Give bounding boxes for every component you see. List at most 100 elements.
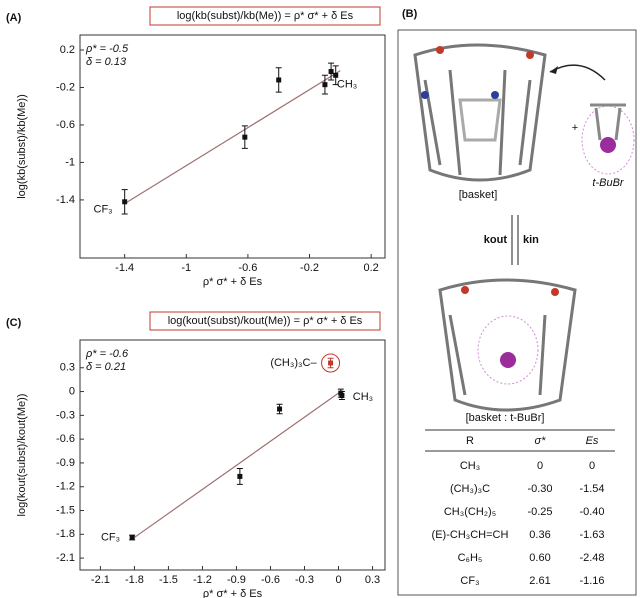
arrowhead xyxy=(550,66,558,74)
fit-line xyxy=(132,392,341,540)
table-cell: -0.30 xyxy=(527,483,552,495)
point-label: CF₃ xyxy=(101,531,120,543)
x-axis-label: ρ* σ* + δ Es xyxy=(203,276,263,288)
y-tick-label: -1.2 xyxy=(56,481,75,493)
y-tick-label: -1 xyxy=(65,156,75,168)
point-label: CH₃ xyxy=(353,391,373,403)
x-axis-label: ρ* σ* + δ Es xyxy=(203,588,263,598)
rho-annotation: ρ* = -0.6 xyxy=(85,348,129,360)
point xyxy=(328,361,333,366)
y-tick-label: 0.3 xyxy=(60,362,75,374)
y-tick-label: 0.2 xyxy=(60,44,75,56)
point xyxy=(242,135,247,140)
x-tick-label: -0.2 xyxy=(300,262,319,274)
k-in-label: kin xyxy=(523,234,539,246)
y-tick-label: -1.5 xyxy=(56,504,75,516)
plus: + xyxy=(572,122,578,134)
table-cell: 0 xyxy=(537,460,543,472)
x-tick-label: -1.4 xyxy=(115,262,134,274)
y-tick-label: -1.4 xyxy=(56,194,75,206)
atom xyxy=(526,51,534,59)
chart-title: log(kb(subst)/kb(Me)) = ρ* σ* + δ Es xyxy=(177,10,354,22)
point xyxy=(333,73,338,78)
y-tick-label: -0.2 xyxy=(56,81,75,93)
table-header: σ* xyxy=(535,435,547,447)
fit-line xyxy=(125,71,341,204)
x-tick-label: -2.1 xyxy=(91,574,110,586)
table-cell: -0.25 xyxy=(527,506,552,518)
y-axis-label: log(kout(subst)/kout(Me)) xyxy=(16,394,28,517)
point-label: (CH₃)₃C– xyxy=(270,357,317,369)
chart-title: log(kout(subst)/kout(Me)) = ρ* σ* + δ Es xyxy=(168,315,363,327)
x-tick-label: -0.6 xyxy=(261,574,280,586)
figure: (B) + t-BuBr [basket] kout kin [basket :… xyxy=(0,0,640,598)
x-tick-label: -0.3 xyxy=(295,574,314,586)
basket-model xyxy=(415,45,545,180)
x-tick-label: -0.6 xyxy=(238,262,257,274)
table-cell: -1.54 xyxy=(579,483,604,495)
table-cell: 2.61 xyxy=(529,575,550,587)
delta-annotation: δ = 0.13 xyxy=(86,56,127,68)
table-header: R xyxy=(466,435,474,447)
x-tick-label: -1.5 xyxy=(159,574,178,586)
table-cell: -2.48 xyxy=(579,552,604,564)
point xyxy=(339,393,344,398)
plot-frame xyxy=(80,340,385,570)
k-out-label: kout xyxy=(484,234,508,246)
x-tick-label: 0.3 xyxy=(365,574,380,586)
atom xyxy=(436,46,444,54)
table-cell: -1.63 xyxy=(579,529,604,541)
table-cell: C₆H₅ xyxy=(458,552,483,564)
guest-model xyxy=(582,105,634,174)
arrow xyxy=(550,65,605,80)
host-label: [basket] xyxy=(459,189,498,201)
plot-frame xyxy=(80,35,385,258)
y-tick-label: -1.8 xyxy=(56,528,75,540)
table-cell: 0.36 xyxy=(529,529,550,541)
atom xyxy=(461,286,469,294)
point xyxy=(130,535,135,540)
panel-label: (B) xyxy=(402,8,418,20)
table-header: Es xyxy=(586,435,599,447)
guest-label: t-BuBr xyxy=(592,177,625,189)
y-tick-label: -0.9 xyxy=(56,457,75,469)
point-label: CH₃ xyxy=(337,79,357,91)
point xyxy=(277,407,282,412)
table-cell: (E)-CH₃CH=CH xyxy=(432,529,509,541)
y-tick-label: -0.6 xyxy=(56,433,75,445)
table-cell: -0.40 xyxy=(579,506,604,518)
y-tick-label: -0.3 xyxy=(56,409,75,421)
rho-annotation: ρ* = -0.5 xyxy=(85,43,129,55)
x-tick-label: -0.9 xyxy=(227,574,246,586)
panel-label: (C) xyxy=(6,317,22,329)
x-tick-label: 0 xyxy=(335,574,341,586)
table-cell: CF₃ xyxy=(460,575,479,587)
point xyxy=(122,199,127,204)
x-tick-label: -1.2 xyxy=(193,574,212,586)
y-tick-label: 0 xyxy=(69,385,75,397)
panel-label: (A) xyxy=(6,12,22,24)
atom xyxy=(491,91,499,99)
x-tick-label: 0.2 xyxy=(363,262,378,274)
table-cell: (CH₃)₃C xyxy=(450,483,490,495)
table-cell: CH₃(CH₂)₅ xyxy=(444,506,496,518)
y-axis-label: log(kb(subst)/kb(Me)) xyxy=(16,94,28,199)
table-cell: 0.60 xyxy=(529,552,550,564)
x-tick-label: -1.8 xyxy=(125,574,144,586)
atom xyxy=(551,288,559,296)
complex-model xyxy=(440,280,575,410)
point-label: CF₃ xyxy=(94,204,113,216)
point xyxy=(276,77,281,82)
point xyxy=(322,82,327,87)
y-tick-label: -0.6 xyxy=(56,119,75,131)
point xyxy=(329,69,334,74)
complex-label: [basket : t-BuBr] xyxy=(466,412,545,424)
table-cell: -1.16 xyxy=(579,575,604,587)
delta-annotation: δ = 0.21 xyxy=(86,361,126,373)
point xyxy=(237,474,242,479)
table-cell: 0 xyxy=(589,460,595,472)
atom xyxy=(500,352,516,368)
table-cell: CH₃ xyxy=(460,460,480,472)
x-tick-label: -1 xyxy=(181,262,191,274)
atom xyxy=(421,91,429,99)
